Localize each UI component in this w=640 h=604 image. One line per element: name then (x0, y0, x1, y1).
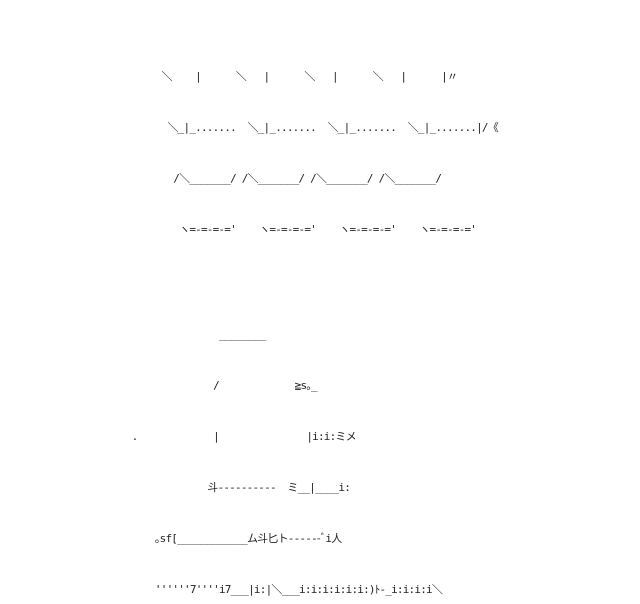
scalloped-border-art: ＼ | ＼ | ＼ | ＼ | |〃 ＼_|_....... ＼_|_.....… (150, 34, 499, 272)
face-art-line: . | |i:i:ミメ (120, 430, 357, 443)
border-art-line: ヽ=-=-=-=' ヽ=-=-=-=' ヽ=-=-=-=' ヽ=-=-=-=' (150, 223, 477, 236)
border-art-line: ＼ | ＼ | ＼ | ＼ | |〃 (150, 70, 458, 83)
face-art-line: 斗---------- ミ__|____i: (120, 481, 351, 494)
face-art-line: / ≧s｡_ (120, 379, 318, 392)
face-art-line: ''''''7''''i7___|i:|＼___i:i:i:i:i:i:)ﾄ-_… (120, 583, 443, 596)
character-face-art: ________ / ≧s｡_ . | |i:i:ミメ 斗---------- … (120, 292, 507, 604)
border-art-line: ＼_|_....... ＼_|_....... ＼_|_....... ＼_|_… (150, 121, 498, 134)
border-art-line: /＼_______/ /＼_______/ /＼_______/ /＼_____… (150, 172, 442, 185)
face-art-line: ｡sf[____________ム斗匕ト------ﾞi人 (120, 532, 342, 545)
face-art-line: ________ (120, 328, 266, 341)
